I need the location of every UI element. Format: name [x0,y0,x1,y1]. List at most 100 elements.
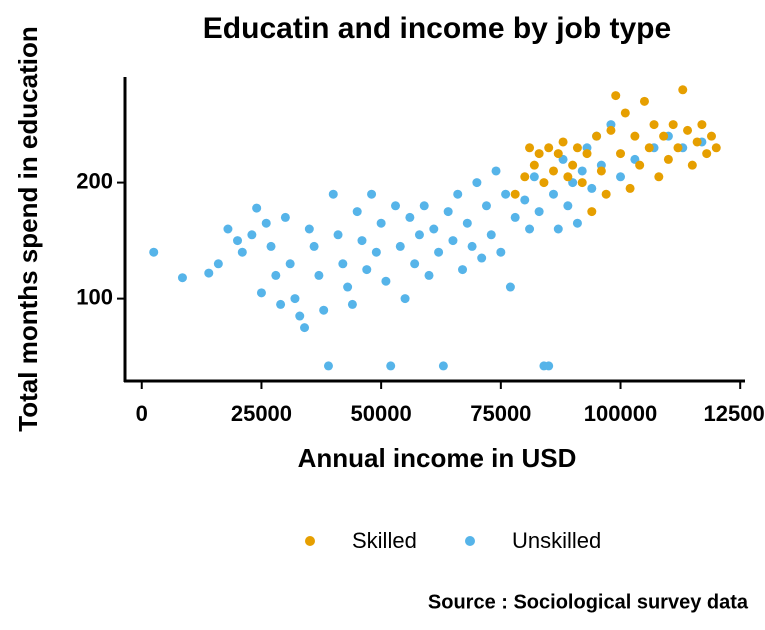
point [276,299,286,309]
point [577,166,587,176]
point [323,361,333,371]
point [702,149,712,159]
point [266,241,276,251]
point [563,201,573,211]
point [347,299,357,309]
legend-label: Skilled [352,528,417,553]
point [247,230,257,240]
point [544,361,554,371]
caption: Source : Sociological survey data [428,591,749,613]
point [659,131,669,141]
point [544,143,554,153]
point [333,230,343,240]
point [563,172,573,182]
point [558,137,568,147]
point [501,189,511,199]
point [367,189,377,199]
point [577,178,587,188]
point [697,120,707,130]
x-tick-label: 75000 [470,401,531,426]
point [252,203,262,213]
point [673,143,683,153]
point [687,160,697,170]
point [419,201,429,211]
point [496,247,506,257]
point [663,154,673,164]
point [592,131,602,141]
point [343,282,353,292]
legend-marker [305,536,315,546]
point [505,282,515,292]
point [539,178,549,188]
point [309,241,319,251]
point [668,120,678,130]
legend-label: Unskilled [512,528,601,553]
point [596,166,606,176]
point [587,183,597,193]
point [429,224,439,234]
point [572,143,582,153]
point [467,241,477,251]
point [548,166,558,176]
point [625,183,635,193]
point [395,241,405,251]
point [606,125,616,135]
point [237,247,247,257]
y-axis-label: Total months spend in education [13,26,43,431]
point [261,218,271,228]
point [462,218,472,228]
point [620,108,630,118]
x-axis-label: Annual income in USD [298,443,577,473]
point [338,259,348,269]
point [644,143,654,153]
point [683,125,693,135]
point [568,160,578,170]
point [352,207,362,217]
point [678,85,688,95]
point [357,236,367,246]
point [510,189,520,199]
point [376,218,386,228]
point [213,259,223,269]
x-tick-label: 25000 [231,401,292,426]
point [177,273,187,283]
point [149,247,159,257]
point [300,323,310,333]
legend-marker [465,536,475,546]
point [381,276,391,286]
point [458,265,468,275]
point [649,120,659,130]
point [405,212,415,222]
point [424,270,434,280]
y-tick-label: 100 [76,284,113,309]
point [443,207,453,217]
point [414,230,424,240]
x-tick-label: 125000 [704,401,765,426]
point [290,294,300,304]
point [223,224,233,234]
x-tick-label: 0 [136,401,148,426]
point [553,224,563,234]
point [611,91,621,101]
point [280,212,290,222]
point [481,201,491,211]
point [256,288,266,298]
point [525,224,535,234]
chart-title: Educatin and income by job type [203,12,671,45]
point [328,189,338,199]
point [534,207,544,217]
point [400,294,410,304]
x-tick-label: 50000 [351,401,412,426]
point [525,143,535,153]
point [391,201,401,211]
point [448,236,458,246]
point [486,230,496,240]
point [529,160,539,170]
point [233,236,243,246]
point [654,172,664,182]
point [520,195,530,205]
y-tick-label: 200 [76,168,113,193]
point [477,253,487,263]
point [630,131,640,141]
